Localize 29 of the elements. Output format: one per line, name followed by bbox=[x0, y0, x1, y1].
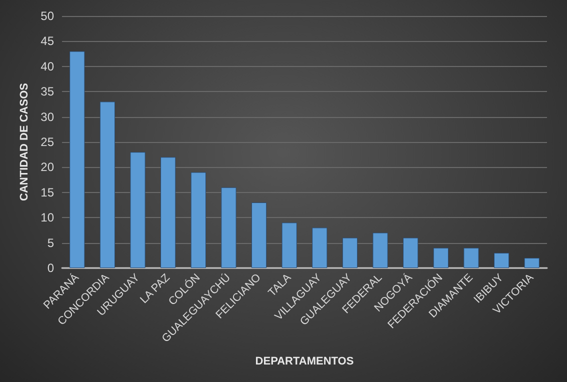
y-tick-label: 0 bbox=[47, 261, 54, 275]
bar bbox=[190, 172, 206, 268]
y-axis-title: CANTIDAD DE CASOS bbox=[18, 83, 30, 201]
y-tick-label: 45 bbox=[40, 34, 54, 48]
y-tick-label: 40 bbox=[40, 59, 54, 74]
bar bbox=[282, 222, 297, 268]
bar bbox=[130, 152, 146, 268]
bar bbox=[342, 238, 358, 268]
bar bbox=[464, 248, 479, 268]
y-tick-label: 5 bbox=[47, 236, 54, 250]
y-tick-label: 50 bbox=[40, 9, 54, 23]
bar bbox=[524, 258, 540, 268]
x-axis-title: DEPARTAMENTOS bbox=[255, 356, 354, 368]
y-tick-label: 30 bbox=[40, 110, 54, 124]
bar bbox=[403, 238, 418, 268]
y-tick-label: 20 bbox=[40, 160, 54, 174]
bar bbox=[494, 252, 510, 268]
bar bbox=[433, 248, 448, 268]
bar bbox=[372, 232, 388, 268]
y-tick-label: 25 bbox=[40, 135, 54, 149]
y-tick-label: 10 bbox=[40, 210, 54, 225]
bar bbox=[160, 157, 176, 268]
bar bbox=[70, 51, 85, 268]
y-tick-label: 35 bbox=[40, 84, 54, 99]
bar bbox=[100, 102, 116, 268]
bar bbox=[251, 202, 267, 268]
y-tick-label: 15 bbox=[40, 185, 54, 200]
bar bbox=[312, 228, 328, 268]
bar bbox=[221, 187, 236, 268]
